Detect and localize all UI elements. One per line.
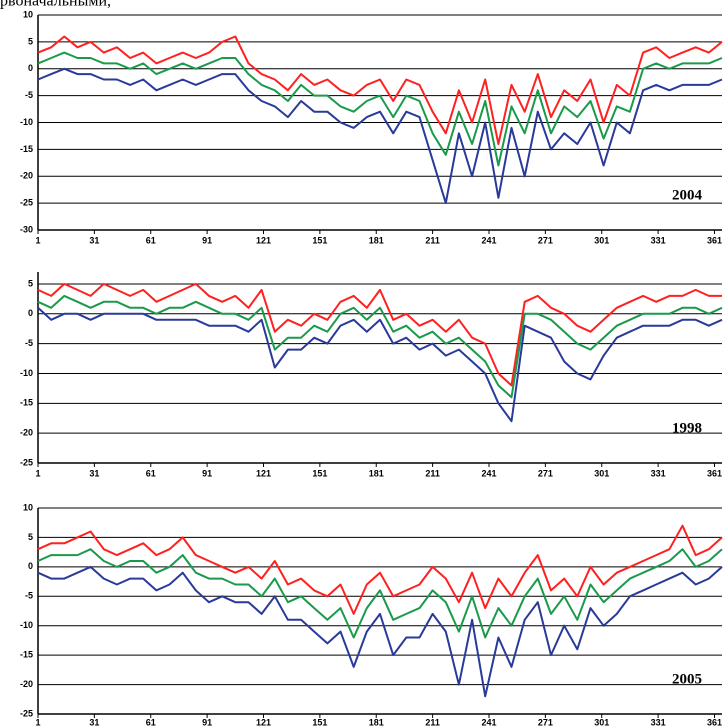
- x-tick-label: 31: [89, 468, 99, 478]
- x-tick-label: 241: [481, 235, 496, 245]
- y-tick-label: -5: [25, 591, 33, 601]
- series-line: [37, 282, 722, 387]
- x-tick-label: 331: [651, 235, 666, 245]
- y-tick-label: -15: [20, 144, 33, 154]
- x-tick-label: 241: [481, 468, 496, 478]
- x-tick-label: 211: [425, 235, 440, 245]
- x-tick-label: 1: [35, 235, 40, 245]
- series-line: [37, 35, 723, 145]
- x-tick-label: 151: [312, 717, 327, 727]
- y-tick-label: -30: [20, 224, 33, 234]
- year-annotation: 1998: [672, 420, 702, 436]
- x-tick-label: 361: [707, 717, 722, 727]
- x-tick-label: 121: [256, 235, 271, 245]
- x-tick-label: 91: [202, 468, 212, 478]
- y-tick-label: -25: [20, 708, 33, 718]
- series-line: [37, 51, 723, 167]
- y-tick-label: -20: [20, 428, 33, 438]
- x-tick-label: 61: [146, 235, 156, 245]
- y-tick-label: -10: [20, 117, 33, 127]
- y-tick-label: 5: [28, 36, 33, 46]
- series-line: [37, 524, 723, 615]
- x-tick-label: 361: [707, 468, 722, 478]
- x-tick-label: 301: [594, 717, 609, 727]
- x-tick-label: 91: [202, 235, 212, 245]
- y-tick-label: -5: [25, 338, 33, 348]
- x-tick-label: 181: [369, 717, 384, 727]
- x-tick-label: 241: [481, 717, 496, 727]
- y-tick-label: -20: [20, 171, 33, 181]
- x-tick-label: 1: [35, 468, 40, 478]
- y-tick-label: 10: [23, 502, 33, 512]
- x-tick-label: 361: [707, 235, 722, 245]
- x-tick-label: 271: [538, 235, 553, 245]
- x-tick-label: 91: [202, 717, 212, 727]
- series-line: [37, 307, 723, 423]
- x-tick-label: 31: [89, 235, 99, 245]
- y-tick-label: 5: [28, 278, 33, 288]
- y-tick-label: 10: [23, 9, 33, 19]
- series-line: [37, 548, 723, 639]
- x-tick-label: 211: [425, 468, 440, 478]
- series-line: [37, 565, 723, 698]
- header-text: рвоначальными,: [0, 0, 111, 10]
- year-annotation: 2005: [672, 671, 702, 687]
- y-tick-label: 0: [28, 308, 33, 318]
- x-tick-label: 61: [146, 468, 156, 478]
- y-tick-label: -25: [20, 198, 33, 208]
- x-tick-label: 121: [256, 717, 271, 727]
- year-annotation: 2004: [672, 187, 703, 203]
- x-tick-label: 331: [651, 468, 666, 478]
- y-tick-label: -15: [20, 650, 33, 660]
- y-tick-label: 0: [28, 561, 33, 571]
- x-tick-label: 121: [256, 468, 271, 478]
- x-tick-label: 301: [594, 235, 609, 245]
- y-tick-label: 5: [28, 532, 33, 542]
- x-tick-label: 271: [538, 468, 553, 478]
- x-tick-label: 1: [35, 717, 40, 727]
- x-tick-label: 211: [425, 717, 440, 727]
- x-tick-label: 301: [594, 468, 609, 478]
- y-tick-label: -15: [20, 398, 33, 408]
- x-tick-label: 31: [89, 717, 99, 727]
- x-tick-label: 271: [538, 717, 553, 727]
- y-tick-label: -20: [20, 679, 33, 689]
- x-tick-label: 181: [369, 235, 384, 245]
- x-tick-label: 151: [312, 468, 327, 478]
- y-tick-label: 0: [28, 63, 33, 73]
- series-line: [37, 294, 723, 399]
- x-tick-label: 151: [312, 235, 327, 245]
- x-tick-label: 181: [369, 468, 384, 478]
- x-tick-label: 331: [651, 717, 666, 727]
- series-line: [37, 67, 723, 205]
- x-tick-label: 61: [146, 717, 156, 727]
- y-tick-label: -25: [20, 457, 33, 467]
- y-tick-label: -10: [20, 620, 33, 630]
- y-tick-label: -5: [25, 90, 33, 100]
- y-tick-label: -10: [20, 368, 33, 378]
